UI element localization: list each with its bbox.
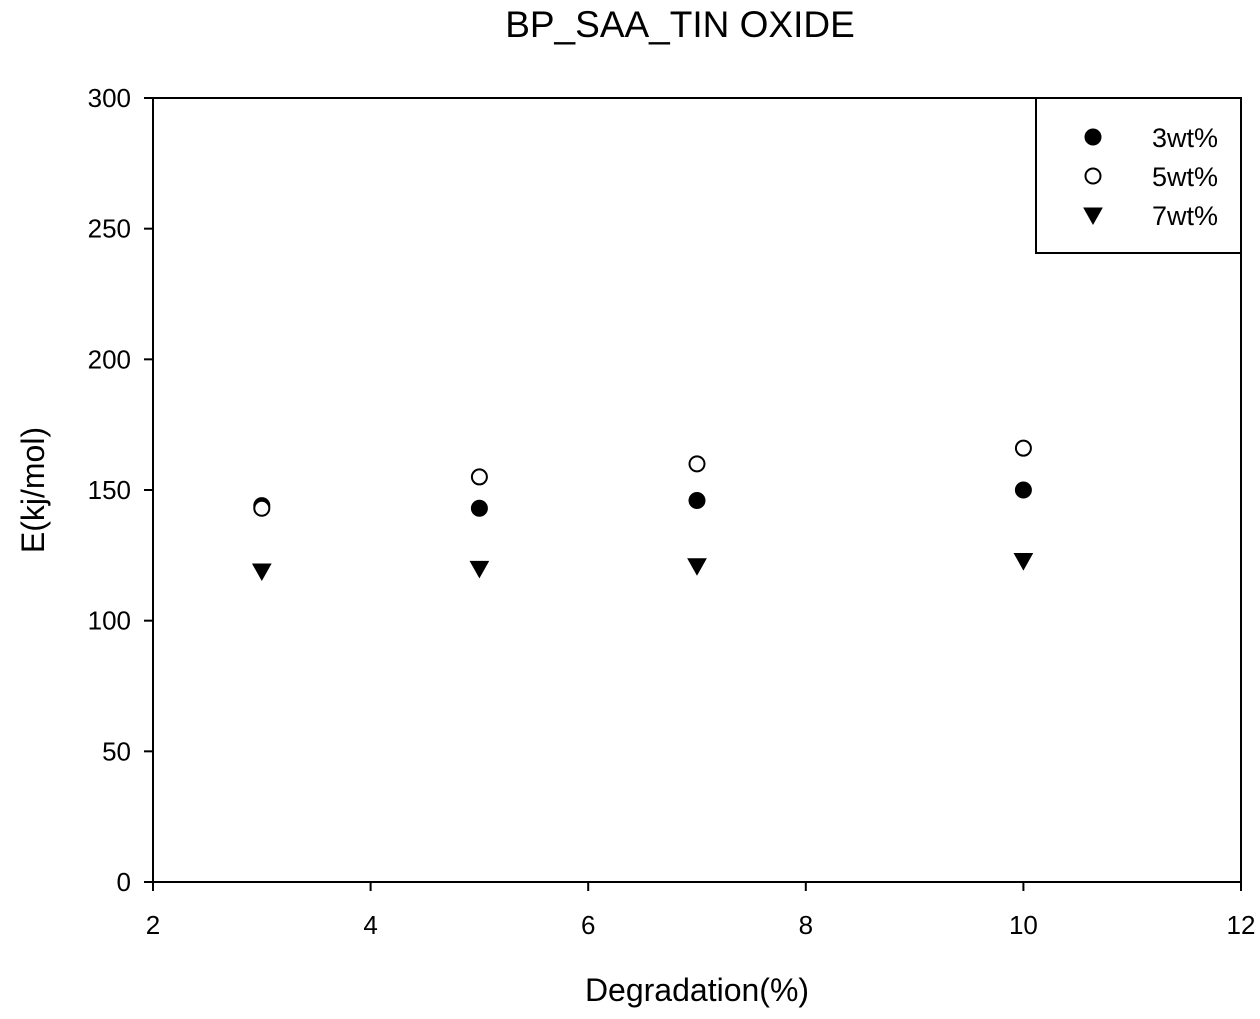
chart-title: BP_SAA_TIN OXIDE <box>505 4 855 45</box>
x-tick-label: 10 <box>1009 910 1038 940</box>
y-tick-label: 300 <box>88 83 131 113</box>
legend-marker <box>1084 128 1102 146</box>
y-tick-label: 150 <box>88 475 131 505</box>
legend-item: 5wt% <box>1084 162 1218 192</box>
data-point <box>469 560 490 579</box>
series-3 <box>251 553 1034 582</box>
data-point <box>1014 439 1032 457</box>
x-tick-label: 12 <box>1227 910 1256 940</box>
legend-label: 3wt% <box>1152 123 1218 153</box>
series-1 <box>253 481 1032 517</box>
data-point <box>253 499 271 517</box>
legend-label: 5wt% <box>1152 162 1218 192</box>
data-point <box>470 499 488 517</box>
x-axis-label: Degradation(%) <box>585 972 809 1008</box>
x-axis: 2 4 6 8 10 12 <box>146 882 1256 940</box>
x-tick-label: 4 <box>363 910 377 940</box>
data-point <box>688 491 706 509</box>
y-tick-label: 50 <box>102 736 131 766</box>
data-point <box>687 558 707 576</box>
legend-marker <box>1083 207 1103 226</box>
legend: 3wt% 5wt% 7wt% <box>1035 97 1242 254</box>
x-tick-label: 8 <box>799 910 813 940</box>
data-point <box>1013 553 1034 571</box>
series-2 <box>253 439 1032 517</box>
legend-box <box>1035 97 1242 254</box>
data-point <box>470 468 488 486</box>
y-axis-label: E(kj/mol) <box>15 427 51 553</box>
data-point <box>688 455 706 473</box>
legend-label: 7wt% <box>1152 201 1218 231</box>
y-tick-label: 0 <box>117 867 131 897</box>
legend-marker <box>1084 167 1102 185</box>
y-axis: 0 50 100 150 200 250 300 <box>88 83 153 897</box>
y-tick-label: 100 <box>88 606 131 636</box>
legend-items: 3wt% 5wt% 7wt% <box>1083 123 1218 231</box>
legend-item: 3wt% <box>1084 123 1218 153</box>
data-points <box>251 439 1034 582</box>
data-point <box>1014 481 1032 499</box>
x-tick-label: 2 <box>146 910 160 940</box>
y-tick-label: 250 <box>88 214 131 244</box>
legend-item: 7wt% <box>1083 201 1218 231</box>
data-point <box>251 563 272 582</box>
y-tick-label: 200 <box>88 344 131 374</box>
x-tick-label: 6 <box>581 910 595 940</box>
